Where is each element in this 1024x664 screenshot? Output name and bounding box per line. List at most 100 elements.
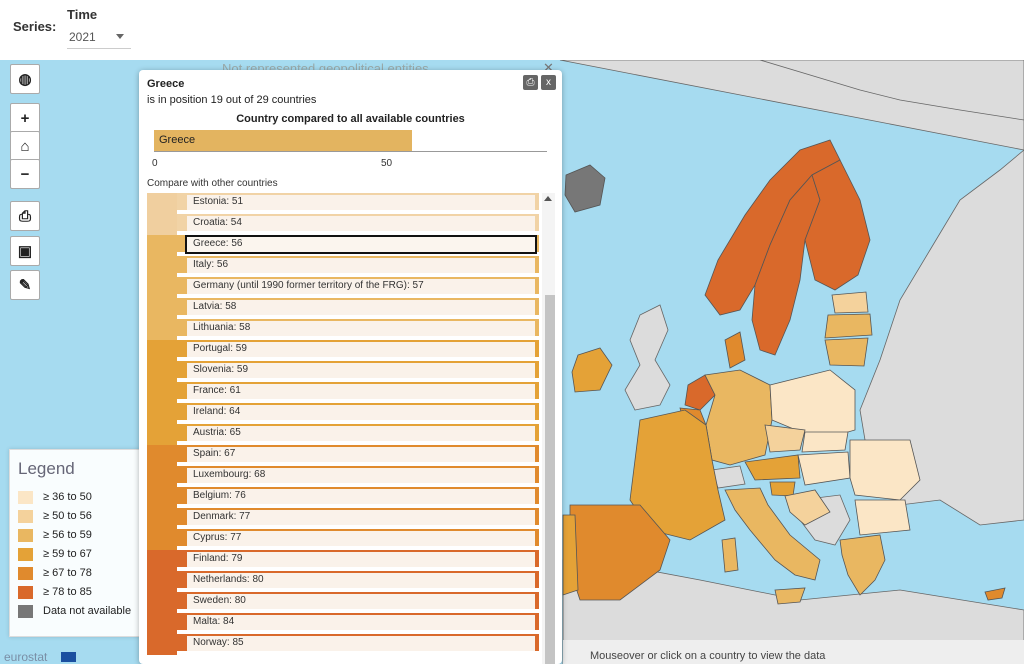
axis-tick-50: 50 bbox=[381, 158, 393, 169]
ranking-row[interactable]: Slovenia: 59 bbox=[177, 361, 539, 382]
image-icon[interactable]: ▣ bbox=[10, 236, 40, 266]
ranking-row[interactable]: Spain: 67 bbox=[177, 445, 539, 466]
scroll-up-icon[interactable] bbox=[544, 196, 552, 201]
map-estonia[interactable] bbox=[831, 291, 869, 314]
ranking-row[interactable]: Netherlands: 80 bbox=[177, 571, 539, 592]
legend-label: ≥ 67 to 78 bbox=[43, 567, 92, 579]
ranking-row[interactable]: Lithuania: 58 bbox=[177, 319, 539, 340]
time-select[interactable]: 2021 bbox=[67, 27, 131, 49]
ranking-row[interactable]: Malta: 84 bbox=[177, 613, 539, 634]
map-lithuania[interactable] bbox=[824, 337, 869, 367]
map-land-east[interactable] bbox=[559, 60, 1024, 526]
compare-title: Country compared to all available countr… bbox=[236, 113, 465, 125]
map-canvas[interactable] bbox=[0, 60, 1024, 664]
ranking-row[interactable]: Germany (until 1990 former territory of … bbox=[177, 277, 539, 298]
print-icon[interactable]: ⎙ bbox=[523, 75, 538, 90]
eurostat-logo: eurostat bbox=[4, 650, 48, 664]
ranking-list[interactable]: Estonia: 51 Croatia: 54 Greece: 56 Italy: 5… bbox=[147, 193, 543, 664]
eu-flag-icon bbox=[61, 652, 76, 662]
ranking-label: Netherlands: 80 bbox=[187, 573, 535, 588]
zoom-in-icon[interactable]: + bbox=[10, 103, 40, 133]
class-band bbox=[147, 235, 177, 340]
map-slovakia[interactable] bbox=[801, 431, 849, 453]
ranking-label: Cyprus: 77 bbox=[187, 531, 535, 546]
ranking-row[interactable]: France: 61 bbox=[177, 382, 539, 403]
ranking-label: Slovenia: 59 bbox=[187, 363, 535, 378]
map-italy[interactable] bbox=[724, 487, 821, 581]
ranking-row[interactable]: Ireland: 64 bbox=[177, 403, 539, 424]
country-info-panel: Greece is in position 19 out of 29 count… bbox=[139, 70, 562, 664]
close-panel-button[interactable]: x bbox=[541, 75, 556, 90]
map-slovenia[interactable] bbox=[769, 481, 796, 497]
scrollbar-thumb[interactable] bbox=[545, 295, 555, 664]
map-czechia[interactable] bbox=[764, 424, 806, 453]
map-sardinia[interactable] bbox=[721, 537, 739, 573]
map-france[interactable] bbox=[629, 409, 726, 541]
map-austria[interactable] bbox=[744, 454, 801, 481]
panel-subtitle: is in position 19 out of 29 countries bbox=[147, 94, 317, 106]
ranking-row[interactable]: Luxembourg: 68 bbox=[177, 466, 539, 487]
map-sweden[interactable] bbox=[751, 174, 821, 356]
map-denmark[interactable] bbox=[724, 331, 746, 369]
ranking-label: Luxembourg: 68 bbox=[187, 468, 535, 483]
map-greece[interactable] bbox=[839, 534, 886, 596]
map-poland[interactable] bbox=[769, 369, 856, 441]
ranking-label: Sweden: 80 bbox=[187, 594, 535, 609]
ranking-row[interactable]: Sweden: 80 bbox=[177, 592, 539, 613]
class-band bbox=[147, 340, 177, 445]
legend-label: Data not available bbox=[43, 605, 132, 617]
map-latvia[interactable] bbox=[824, 313, 873, 339]
ranking-row[interactable]: Latvia: 58 bbox=[177, 298, 539, 319]
ranking-row[interactable]: Austria: 65 bbox=[177, 424, 539, 445]
map-sicily[interactable] bbox=[774, 587, 806, 605]
map-finland[interactable] bbox=[804, 159, 871, 291]
legend-item: Data not available bbox=[18, 604, 131, 618]
map-netherlands[interactable] bbox=[684, 374, 716, 411]
legend-swatch bbox=[18, 528, 33, 542]
map-croatia[interactable] bbox=[784, 489, 831, 526]
map-iceland[interactable] bbox=[564, 164, 606, 213]
ranking-label: Finland: 79 bbox=[187, 552, 535, 567]
map-bulgaria[interactable] bbox=[854, 499, 911, 536]
ranking-label: Germany (until 1990 former territory of … bbox=[187, 279, 535, 294]
ranking-label: Norway: 85 bbox=[187, 636, 535, 651]
legend-item: ≥ 50 to 56 bbox=[18, 509, 92, 523]
ranking-row[interactable]: Denmark: 77 bbox=[177, 508, 539, 529]
ranking-row[interactable]: Italy: 56 bbox=[177, 256, 539, 277]
home-icon[interactable]: ⌂ bbox=[10, 131, 40, 161]
ranking-row[interactable]: Greece: 56 bbox=[177, 235, 539, 256]
map-romania[interactable] bbox=[849, 439, 921, 501]
map-land-north[interactable] bbox=[759, 60, 1024, 121]
ranking-row[interactable]: Portugal: 59 bbox=[177, 340, 539, 361]
legend-label: ≥ 78 to 85 bbox=[43, 586, 92, 598]
class-band bbox=[147, 193, 177, 235]
ranking-label: Lithuania: 58 bbox=[187, 321, 535, 336]
zoom-out-icon[interactable]: − bbox=[10, 159, 40, 189]
map-hungary[interactable] bbox=[797, 451, 851, 486]
map-portugal[interactable] bbox=[562, 514, 579, 596]
ranking-label: Portugal: 59 bbox=[187, 342, 535, 357]
axis-tick-0: 0 bbox=[152, 158, 158, 169]
map-germany[interactable] bbox=[704, 369, 773, 466]
ranking-row[interactable]: Cyprus: 77 bbox=[177, 529, 539, 550]
ranking-label: Italy: 56 bbox=[187, 258, 535, 273]
ranking-row[interactable]: Estonia: 51 bbox=[177, 193, 539, 214]
chevron-down-icon[interactable] bbox=[116, 34, 124, 39]
brush-icon[interactable]: ✎ bbox=[10, 270, 40, 300]
close-icon[interactable]: ✕ bbox=[543, 60, 554, 75]
ranking-row[interactable]: Croatia: 54 bbox=[177, 214, 539, 235]
ranking-row[interactable]: Belgium: 76 bbox=[177, 487, 539, 508]
legend-item: ≥ 56 to 59 bbox=[18, 528, 92, 542]
globe-icon[interactable]: ◍ bbox=[10, 64, 40, 94]
ranking-row[interactable]: Norway: 85 bbox=[177, 634, 539, 655]
ranking-label: Ireland: 64 bbox=[187, 405, 535, 420]
ranking-label: Denmark: 77 bbox=[187, 510, 535, 525]
map-uk[interactable] bbox=[624, 304, 671, 411]
legend-label: ≥ 36 to 50 bbox=[43, 491, 92, 503]
map-ireland[interactable] bbox=[571, 347, 613, 393]
map-cyprus[interactable] bbox=[984, 587, 1006, 601]
ranking-row[interactable]: Finland: 79 bbox=[177, 550, 539, 571]
panel-title: Greece bbox=[147, 78, 185, 90]
print-icon[interactable]: ⎙ bbox=[10, 201, 40, 231]
